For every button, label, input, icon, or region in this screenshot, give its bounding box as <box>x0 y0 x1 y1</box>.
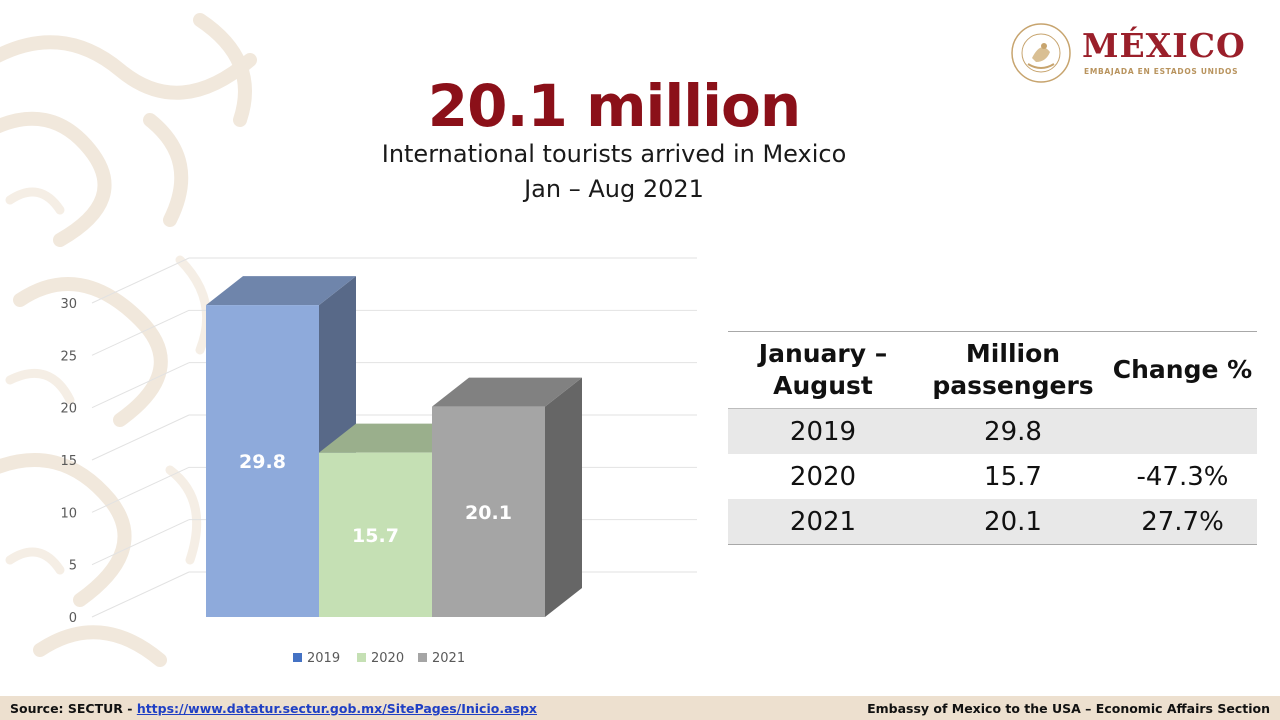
y-tick-label: 5 <box>69 559 77 574</box>
gridline-diagonal <box>91 571 190 618</box>
cell-year: 2020 <box>789 461 857 492</box>
bar-group <box>206 276 582 617</box>
bar-top <box>206 276 356 306</box>
data-label-group: 29.8 15.7 20.1 <box>239 451 512 547</box>
legend-swatch <box>357 653 366 662</box>
data-label: 15.7 <box>352 525 399 547</box>
legend-label: 2021 <box>432 651 465 666</box>
bar-front <box>319 452 432 617</box>
footer-source: Source: SECTUR - https://www.datatur.sec… <box>10 701 537 716</box>
bar-front <box>206 305 319 617</box>
gridline-diagonal <box>91 519 190 566</box>
header-passengers: Million passengers <box>918 331 1108 409</box>
bar-top <box>432 377 582 407</box>
y-axis-ticks: 0 5 10 15 20 25 30 <box>60 297 77 626</box>
gridline-diagonal <box>91 309 190 356</box>
y-tick-label: 0 <box>69 611 77 626</box>
cell-year: 2019 <box>728 408 918 454</box>
legend: 2019 2020 2021 <box>293 651 465 666</box>
source-link[interactable]: https://www.datatur.sectur.gob.mx/SitePa… <box>136 701 537 716</box>
bar-front <box>432 406 545 617</box>
header-period: January – August <box>728 331 918 409</box>
table-row: 2020 15.7 -47.3% <box>728 454 1257 499</box>
gridline-diagonal <box>91 362 190 409</box>
y-tick-label: 20 <box>60 402 77 417</box>
legend-swatch <box>293 653 302 662</box>
cell-change <box>1108 408 1257 454</box>
y-tick-label: 15 <box>60 454 77 469</box>
data-label: 29.8 <box>239 451 286 473</box>
gridline-diagonal <box>91 414 190 461</box>
legend-swatch <box>418 653 427 662</box>
background-pattern <box>0 13 257 667</box>
y-tick-label: 10 <box>60 506 77 521</box>
tourist-table: January – August Million passengers Chan… <box>728 331 1257 545</box>
y-tick-label: 30 <box>60 297 77 312</box>
cell-change: 27.7% <box>1108 499 1257 545</box>
table-header-row: January – August Million passengers Chan… <box>728 331 1257 409</box>
cell-year: 2021 <box>728 499 918 545</box>
cell-passengers: 20.1 <box>918 499 1108 545</box>
table-row: 2019 29.8 <box>728 408 1257 454</box>
source-label: Source: SECTUR - <box>10 701 137 716</box>
cell-change: -47.3% <box>1136 461 1229 492</box>
gridline-diagonal <box>91 257 190 304</box>
data-label: 20.1 <box>465 502 512 524</box>
gridline-diagonal <box>91 466 190 513</box>
bar-top <box>319 423 469 453</box>
legend-label: 2019 <box>307 651 340 666</box>
legend-label: 2020 <box>371 651 404 666</box>
bar-2021 <box>432 377 582 617</box>
embassy-logo: MÉXICO EMBAJADA EN ESTADOS UNIDOS <box>1010 22 1250 84</box>
national-seal-icon <box>1011 23 1071 83</box>
headline: 20.1 million <box>427 72 801 140</box>
footer-credit: Embassy of Mexico to the USA – Economic … <box>867 701 1270 716</box>
subtitle-line1: International tourists arrived in Mexico <box>381 140 847 168</box>
logo-subtitle: EMBAJADA EN ESTADOS UNIDOS <box>1084 67 1239 76</box>
logo-title: MÉXICO <box>1082 26 1246 65</box>
cell-passengers: 29.8 <box>918 408 1108 454</box>
y-tick-label: 25 <box>60 349 77 364</box>
table-row: 2021 20.1 27.7% <box>728 499 1257 545</box>
bar-side <box>545 377 582 617</box>
subtitle-line2: Jan – Aug 2021 <box>524 175 704 203</box>
header-change: Change % <box>1108 331 1257 409</box>
cell-passengers: 15.7 <box>984 461 1042 492</box>
footer-bar: Source: SECTUR - https://www.datatur.sec… <box>0 696 1280 720</box>
tourist-arrivals-chart: 0 5 10 15 20 25 30 29.8 15.7 20.1 2019 2020 2021 <box>60 257 697 666</box>
